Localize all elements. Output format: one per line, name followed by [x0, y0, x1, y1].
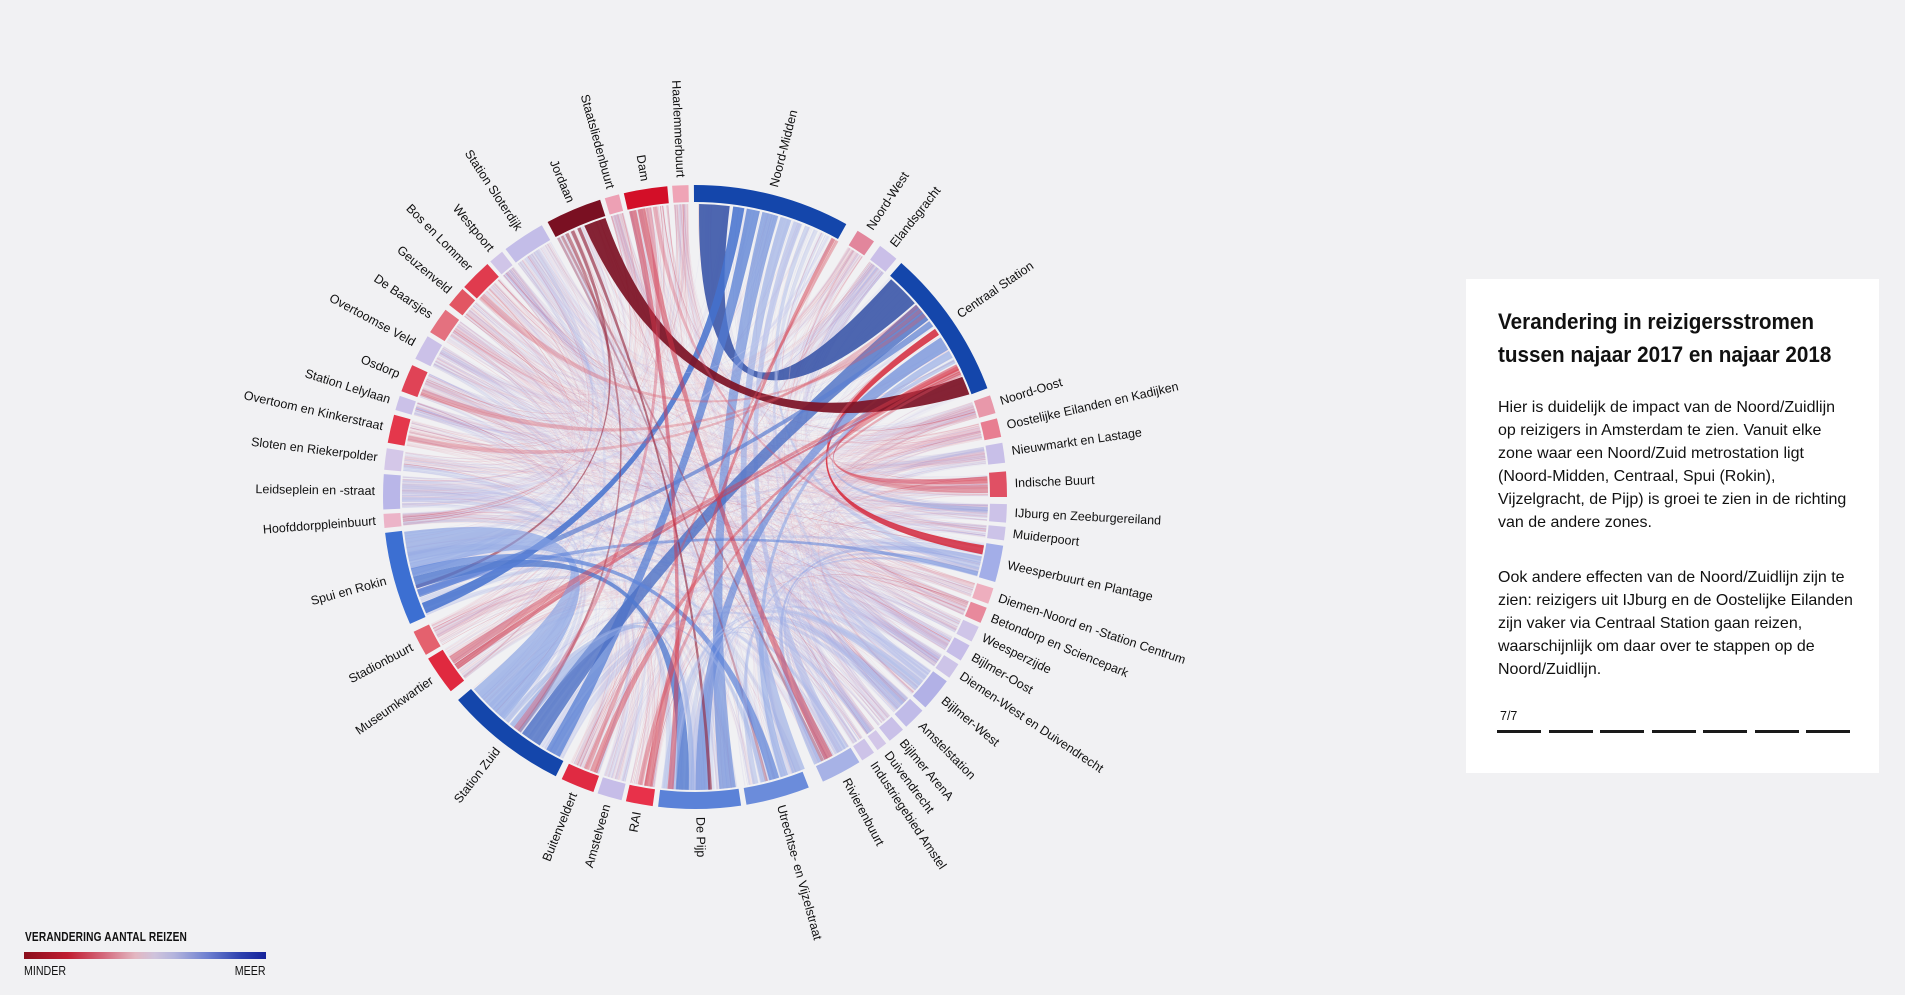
svg-text:Museumkwartier: Museumkwartier — [353, 674, 436, 738]
svg-text:Hoofddorppleinbuurt: Hoofddorppleinbuurt — [262, 514, 377, 537]
svg-text:Buitenveldert: Buitenveldert — [540, 790, 581, 863]
svg-text:Sloten en Riekerpolder: Sloten en Riekerpolder — [250, 435, 378, 464]
svg-text:De Pijp: De Pijp — [693, 817, 708, 858]
svg-text:RAI: RAI — [626, 810, 644, 833]
svg-text:Rivierenbuurt: Rivierenbuurt — [840, 776, 888, 849]
svg-text:Dam: Dam — [634, 154, 652, 182]
svg-text:Spui en Rokin: Spui en Rokin — [309, 574, 388, 608]
svg-text:Noord-Midden: Noord-Midden — [767, 108, 800, 188]
svg-text:Weesperbuurt en Plantage: Weesperbuurt en Plantage — [1006, 558, 1154, 604]
svg-text:Osdorp: Osdorp — [359, 352, 402, 381]
svg-text:IJburg en Zeeburgereiland: IJburg en Zeeburgereiland — [1014, 506, 1161, 528]
svg-text:Station Zuid: Station Zuid — [451, 745, 503, 806]
svg-text:Staatsliedenbuurt: Staatsliedenbuurt — [578, 93, 618, 191]
svg-text:Muiderpoort: Muiderpoort — [1012, 527, 1080, 549]
svg-text:Leidseplein en -straat: Leidseplein en -straat — [255, 482, 375, 498]
svg-text:Jordaan: Jordaan — [547, 158, 577, 205]
svg-text:Nieuwmarkt en Lastage: Nieuwmarkt en Lastage — [1011, 425, 1143, 458]
svg-text:Amstelveen: Amstelveen — [582, 803, 613, 870]
svg-text:Centraal Station: Centraal Station — [954, 259, 1036, 321]
svg-text:Haarlemmerbuurt: Haarlemmerbuurt — [669, 80, 688, 178]
svg-text:Stadionbuurt: Stadionbuurt — [346, 640, 416, 686]
svg-text:Utrechtse- en Vijzelstraat: Utrechtse- en Vijzelstraat — [774, 803, 825, 942]
svg-text:Indische Buurt: Indische Buurt — [1014, 473, 1095, 490]
svg-text:Noord-Oost: Noord-Oost — [998, 375, 1064, 408]
